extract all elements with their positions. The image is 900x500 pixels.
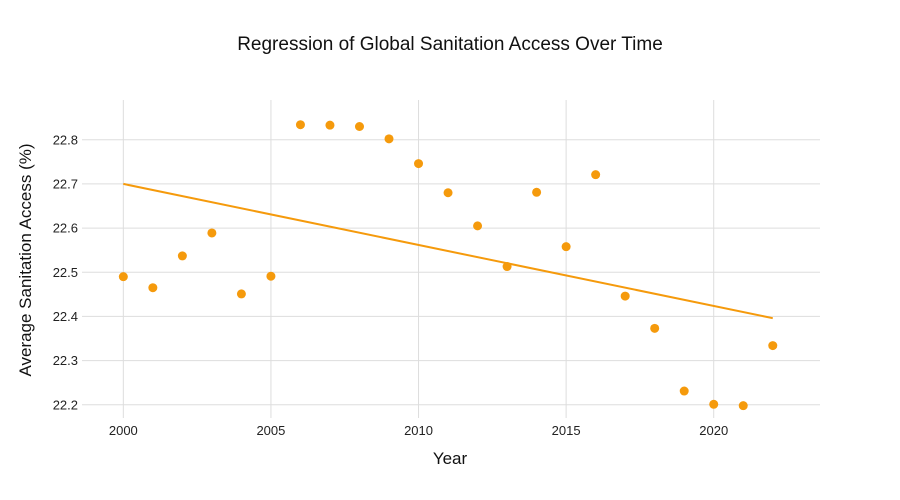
y-tick-label: 22.2 <box>53 397 78 412</box>
data-point <box>295 120 305 130</box>
y-tick-label: 22.5 <box>53 265 78 280</box>
data-point <box>414 159 424 169</box>
data-point <box>207 228 217 238</box>
data-point <box>177 251 187 261</box>
data-point <box>679 386 689 396</box>
data-point <box>502 262 512 272</box>
y-tick-label: 22.8 <box>53 132 78 147</box>
x-tick-label: 2000 <box>109 423 138 438</box>
data-point <box>384 134 394 144</box>
regression-layer <box>123 182 773 320</box>
y-tick-label: 22.6 <box>53 221 78 236</box>
data-point <box>561 242 571 252</box>
data-point <box>591 170 601 180</box>
chart-title: Regression of Global Sanitation Access O… <box>237 34 663 55</box>
y-tick-label: 22.7 <box>53 176 78 191</box>
x-tick-label: 2010 <box>404 423 433 438</box>
tick-labels: 2000 2005 2010 2015 2020 22.2 22.3 22.4 22.5 22.6… <box>53 132 729 438</box>
data-point <box>709 399 719 409</box>
y-tick-label: 22.4 <box>53 309 78 324</box>
data-point <box>354 122 364 131</box>
data-point <box>768 341 778 351</box>
data-point <box>473 221 483 231</box>
x-axis-title: Year <box>433 449 468 468</box>
data-point <box>532 187 542 197</box>
data-point <box>650 323 660 333</box>
data-point <box>148 283 158 293</box>
x-tick-label: 2020 <box>699 423 728 438</box>
x-tick-label: 2015 <box>552 423 581 438</box>
scatter-layer <box>118 120 778 411</box>
y-axis-title: Average Sanitation Access (%) <box>16 143 35 376</box>
data-point <box>738 401 748 411</box>
data-point <box>266 271 276 281</box>
grid-layer <box>82 100 820 418</box>
data-point <box>325 120 335 130</box>
data-point <box>620 291 630 301</box>
y-tick-label: 22.3 <box>53 353 78 368</box>
data-point <box>443 188 453 198</box>
regression-line <box>123 182 773 320</box>
data-point <box>236 289 246 299</box>
data-point <box>118 272 128 282</box>
x-tick-label: 2005 <box>256 423 285 438</box>
